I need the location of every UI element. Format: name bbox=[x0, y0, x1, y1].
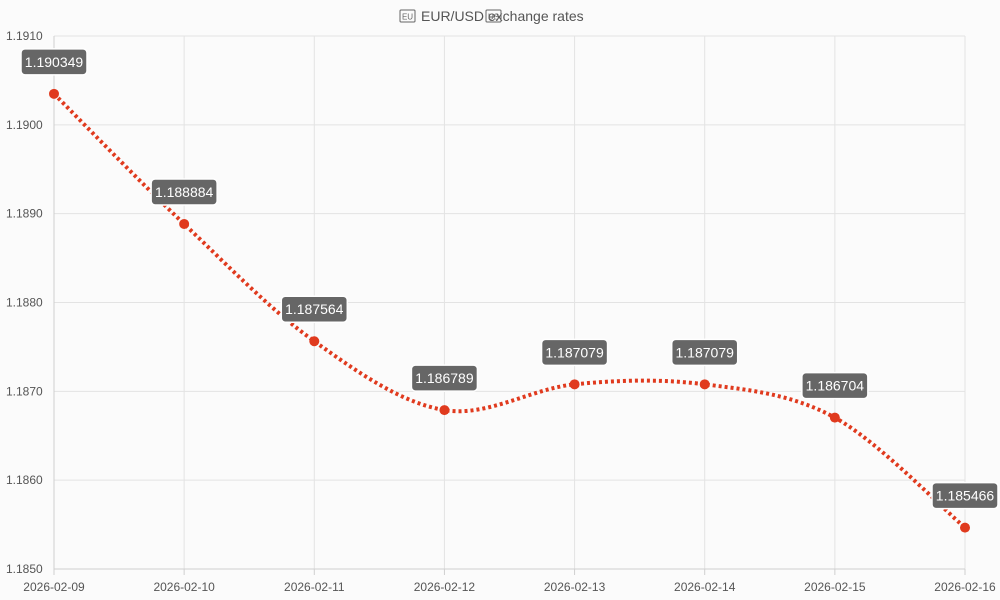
y-tick-label: 1.1860 bbox=[6, 473, 43, 487]
data-label-text: 1.186704 bbox=[806, 378, 865, 394]
data-labels: 1.190349 1.188884 1.187564 1.186789 1.187079… bbox=[20, 48, 999, 510]
data-point[interactable] bbox=[960, 522, 970, 533]
data-label: 1.187079 bbox=[670, 338, 739, 367]
data-label: 1.186789 bbox=[410, 364, 479, 392]
eu-flag-icon: EU bbox=[399, 9, 416, 23]
svg-text:EU: EU bbox=[402, 13, 413, 22]
x-tick-label: 2026-02-10 bbox=[153, 580, 215, 594]
x-tick-label: 2026-02-12 bbox=[414, 580, 476, 594]
data-label-text: 1.187564 bbox=[285, 301, 344, 317]
data-label-box bbox=[670, 338, 739, 367]
x-tick-label: 2026-02-11 bbox=[284, 580, 345, 594]
y-tick-label: 1.1870 bbox=[6, 384, 43, 398]
data-label-box bbox=[801, 371, 869, 400]
y-tick-label: 1.1850 bbox=[6, 562, 43, 576]
x-tick-label: 2026-02-15 bbox=[804, 580, 866, 594]
data-label-text: 1.190349 bbox=[25, 54, 84, 70]
data-label-text: 1.187079 bbox=[545, 344, 604, 360]
series-line bbox=[52, 92, 967, 530]
data-label-box bbox=[540, 338, 609, 367]
data-label-box bbox=[931, 481, 999, 510]
data-label-box bbox=[20, 48, 88, 76]
data-point[interactable] bbox=[49, 88, 59, 99]
data-point[interactable] bbox=[569, 379, 580, 390]
data-point[interactable] bbox=[439, 405, 450, 416]
data-label-text: 1.186789 bbox=[415, 370, 474, 386]
data-label: 1.190349 bbox=[20, 48, 88, 76]
data-point[interactable] bbox=[829, 412, 840, 423]
x-tick-label: 2026-02-16 bbox=[934, 580, 996, 594]
x-tick-label: 2026-02-09 bbox=[23, 580, 85, 594]
axes: 1.18501.18601.18701.18801.18901.19001.19… bbox=[6, 29, 996, 594]
data-label-box bbox=[280, 295, 349, 323]
y-tick-label: 1.1880 bbox=[6, 296, 43, 310]
data-label: 1.187564 bbox=[280, 295, 349, 323]
chart-title-group: EU EUR/USD exchange rates US bbox=[399, 8, 584, 24]
y-tick-label: 1.1910 bbox=[6, 29, 43, 43]
data-point[interactable] bbox=[699, 379, 710, 390]
chart-title: EUR/USD exchange rates bbox=[421, 8, 584, 24]
data-label: 1.185466 bbox=[931, 481, 999, 510]
data-point[interactable] bbox=[309, 336, 320, 347]
x-tick-label: 2026-02-14 bbox=[674, 580, 736, 594]
grid bbox=[53, 35, 966, 570]
data-label: 1.188884 bbox=[150, 178, 218, 206]
data-label-text: 1.188884 bbox=[155, 184, 214, 200]
series-lines bbox=[52, 92, 967, 530]
x-tick-label: 2026-02-13 bbox=[544, 580, 606, 594]
data-point[interactable] bbox=[179, 218, 190, 229]
data-label: 1.186704 bbox=[801, 371, 869, 400]
data-label-box bbox=[410, 364, 479, 392]
data-label-text: 1.185466 bbox=[936, 488, 995, 504]
data-label: 1.187079 bbox=[540, 338, 609, 367]
y-tick-label: 1.1890 bbox=[6, 207, 43, 221]
svg-text:US: US bbox=[488, 13, 499, 22]
y-tick-label: 1.1900 bbox=[6, 118, 43, 132]
series-points bbox=[49, 88, 970, 533]
us-flag-icon: US bbox=[485, 9, 502, 23]
data-label-box bbox=[150, 178, 218, 206]
data-label-text: 1.187079 bbox=[676, 344, 735, 360]
